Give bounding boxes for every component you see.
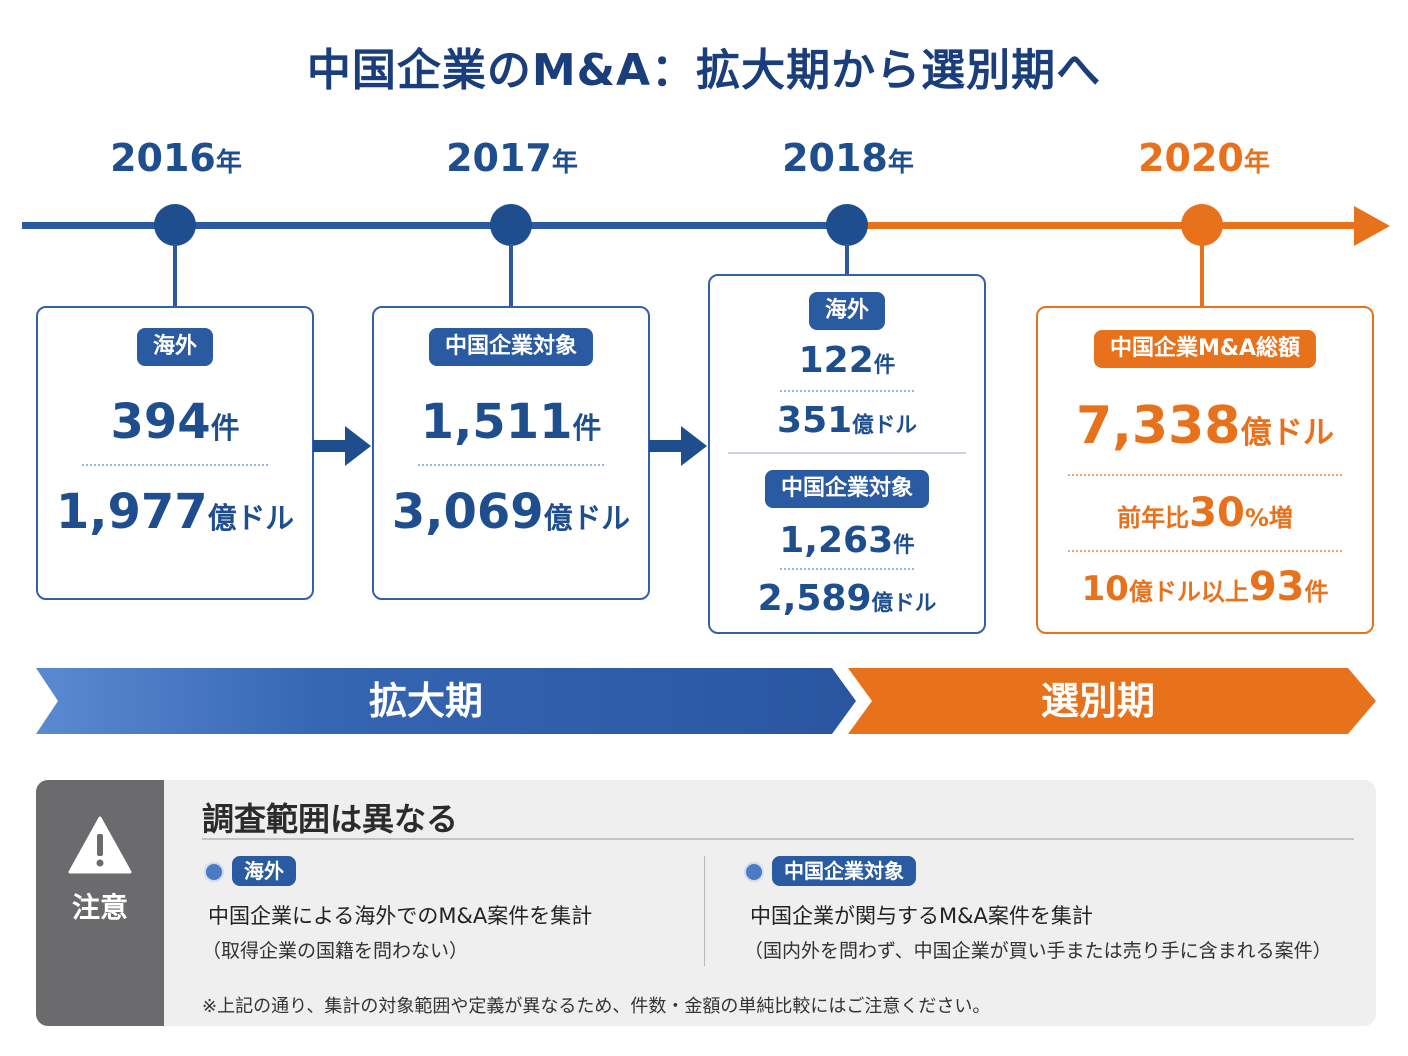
year-2020-label: 2020年 (1138, 136, 1270, 180)
arrow-right-icon (313, 426, 371, 466)
amount-2018-overseas: 351億ドル (777, 400, 917, 441)
large-deals-2020: 10億ドル以上93件 (1081, 564, 1329, 610)
phase-selection-banner (848, 668, 1376, 734)
note-overseas-sub: （取得企業の国籍を問わない） (202, 940, 469, 962)
note-label: 注意 (71, 891, 128, 924)
card-2018: 海外 122件 351億ドル 中国企業対象 1,263件 2,589億ドル (708, 274, 986, 634)
divider (780, 390, 914, 392)
divider (728, 452, 966, 454)
note-badge-china-target: 中国企業対象 (772, 856, 916, 886)
timeline-expansion-segment (22, 222, 852, 229)
bullet-icon (744, 862, 764, 882)
page-title: 中国企業のM&A：拡大期から選別期へ (306, 45, 1102, 96)
divider (1068, 474, 1342, 476)
year-2016-label: 2016年 (110, 136, 242, 180)
stem-2016 (173, 244, 177, 308)
badge-overseas: 海外 (808, 292, 886, 330)
amount-2016: 1,977億ドル (55, 484, 295, 540)
badge-total-ma: 中国企業M&A総額 (1093, 330, 1317, 368)
count-2017: 1,511件 (420, 394, 602, 450)
note-badge-overseas: 海外 (232, 856, 296, 886)
badge-china-target: 中国企業対象 (428, 328, 594, 366)
divider (780, 568, 914, 570)
timeline-dot-2018 (826, 204, 868, 246)
amount-2020: 7,338億ドル (1075, 396, 1335, 456)
badge-overseas: 海外 (136, 328, 214, 366)
card-2016: 海外 394件 1,977億ドル (36, 306, 314, 600)
note-footnote: ※上記の通り、集計の対象範囲や定義が異なるため、件数・金額の単純比較にはご注意く… (202, 996, 991, 1017)
note-side-panel: 注意 (36, 780, 164, 1026)
divider (418, 464, 604, 466)
timeline-dot-2017 (490, 204, 532, 246)
divider (1068, 550, 1342, 552)
note-column-divider (704, 856, 705, 966)
note-overseas-desc: 中国企業による海外でのM&A案件を集計 (208, 904, 593, 928)
timeline-dot-2020 (1181, 204, 1223, 246)
amount-2017: 3,069億ドル (391, 484, 631, 540)
stem-2020 (1200, 244, 1204, 308)
card-2020: 中国企業M&A総額 7,338億ドル 前年比30%増 10億ドル以上93件 (1036, 306, 1374, 634)
count-2018-overseas: 122件 (798, 340, 896, 381)
warning-icon (68, 816, 132, 874)
card-2017: 中国企業対象 1,511件 3,069億ドル (372, 306, 650, 600)
note-china-sub: （国内外を問わず、中国企業が買い手または売り手に含まれる案件） (744, 940, 1332, 962)
phase-expansion-banner (36, 668, 856, 734)
arrow-right-icon (649, 426, 707, 466)
phase-expansion-label: 拡大期 (368, 679, 483, 723)
timeline-dot-2016 (154, 204, 196, 246)
amount-2018-china: 2,589億ドル (757, 578, 937, 619)
timeline-selection-segment (852, 222, 1362, 229)
stem-2017 (509, 244, 513, 308)
divider (82, 464, 268, 466)
year-2018-label: 2018年 (782, 136, 914, 180)
growth-2020: 前年比30%増 (1117, 490, 1293, 536)
note-china-desc: 中国企業が関与するM&A案件を集計 (750, 904, 1093, 928)
note-divider (202, 838, 1354, 840)
badge-china-target: 中国企業対象 (764, 470, 930, 508)
year-2017-label: 2017年 (446, 136, 578, 180)
note-title: 調査範囲は異なる (202, 800, 459, 838)
note-box: 注意 調査範囲は異なる 海外 中国企業による海外でのM&A案件を集計 （取得企業… (36, 780, 1376, 1026)
phase-selection-label: 選別期 (1040, 679, 1155, 723)
stem-2018 (845, 244, 849, 276)
timeline-arrowhead-icon (1354, 206, 1390, 246)
count-2016: 394件 (110, 394, 240, 450)
count-2018-china: 1,263件 (779, 520, 915, 561)
bullet-icon (204, 862, 224, 882)
